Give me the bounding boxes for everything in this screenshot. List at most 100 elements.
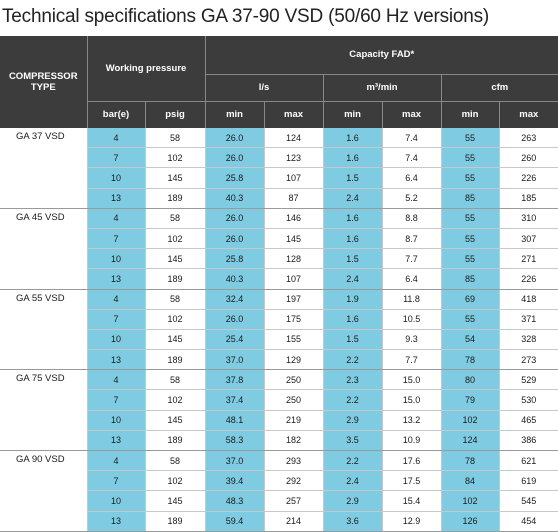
ls-min-cell: 26.0: [204, 208, 265, 229]
cfm-max-cell: 371: [498, 309, 558, 330]
cfm-max-cell: 530: [498, 389, 558, 411]
m3min-min-cell: 2.9: [322, 490, 383, 512]
ls-min-cell: 26.0: [204, 128, 265, 149]
cfm-min-cell: 124: [440, 430, 500, 452]
table-row: 10 145 25.4 155 1.5 9.3 54 328: [0, 329, 558, 351]
psig-cell: 102: [144, 147, 206, 169]
m3min-max-cell: 7.4: [381, 147, 442, 169]
header-psig: psig: [144, 100, 206, 128]
m3min-min-cell: 2.3: [322, 369, 383, 391]
table-row: GA 45 VSD 4 58 26.0 146 1.6 8.8 55 310: [0, 208, 558, 290]
ls-min-cell: 25.8: [204, 167, 265, 189]
page-title: Technical specifications GA 37-90 VSD (5…: [2, 6, 490, 27]
header-ls-max: max: [263, 100, 324, 128]
ls-min-cell: 25.4: [204, 329, 265, 351]
bar-cell: 7: [86, 309, 145, 330]
ls-min-cell: 59.4: [204, 511, 265, 532]
cfm-max-cell: 310: [498, 208, 558, 229]
cfm-max-cell: 465: [498, 410, 558, 431]
ls-min-cell: 37.0: [204, 349, 265, 371]
cfm-max-cell: 386: [498, 430, 558, 452]
cfm-min-cell: 55: [440, 128, 500, 149]
psig-cell: 58: [144, 450, 206, 472]
bar-cell: 10: [86, 490, 145, 512]
m3min-max-cell: 7.7: [381, 248, 442, 270]
ls-min-cell: 39.4: [204, 470, 265, 492]
cfm-max-cell: 226: [498, 268, 558, 290]
bar-cell: 13: [86, 511, 145, 532]
ls-max-cell: 197: [263, 289, 324, 310]
psig-cell: 102: [144, 389, 206, 411]
table-row: 7 102 26.0 145 1.6 8.7 55 307: [0, 228, 558, 250]
bar-cell: 7: [86, 228, 145, 250]
table-row: 13 189 37.0 129 2.2 7.7 78 273: [0, 349, 558, 371]
cfm-max-cell: 185: [498, 188, 558, 209]
ls-max-cell: 128: [263, 248, 324, 270]
ls-max-cell: 250: [263, 369, 324, 391]
cfm-min-cell: 80: [440, 369, 500, 391]
cfm-max-cell: 545: [498, 490, 558, 512]
ls-min-cell: 26.0: [204, 309, 265, 330]
psig-cell: 58: [144, 208, 206, 229]
header-ls-min: min: [204, 100, 265, 128]
m3min-min-cell: 1.6: [322, 208, 383, 229]
m3min-max-cell: 7.4: [381, 128, 442, 149]
ls-min-cell: 40.3: [204, 268, 265, 290]
cfm-min-cell: 126: [440, 511, 500, 532]
table-row: 10 145 48.1 219 2.9 13.2 102 465: [0, 410, 558, 431]
spec-table: COMPRESSOR TYPE Working pressure Capacit…: [0, 36, 558, 532]
m3min-min-cell: 1.6: [322, 147, 383, 169]
m3min-max-cell: 8.7: [381, 228, 442, 250]
m3min-max-cell: 7.7: [381, 349, 442, 371]
ls-min-cell: 40.3: [204, 188, 265, 209]
psig-cell: 58: [144, 128, 206, 149]
header-m3min-max: max: [381, 100, 442, 128]
m3min-max-cell: 12.9: [381, 511, 442, 532]
header-cfm: cfm: [440, 73, 558, 101]
cfm-min-cell: 78: [440, 450, 500, 472]
cfm-min-cell: 79: [440, 389, 500, 411]
ls-max-cell: 257: [263, 490, 324, 512]
psig-cell: 189: [144, 511, 206, 532]
cfm-max-cell: 307: [498, 228, 558, 250]
ls-min-cell: 58.3: [204, 430, 265, 452]
table-row: 7 102 26.0 123 1.6 7.4 55 260: [0, 147, 558, 169]
m3min-max-cell: 11.8: [381, 289, 442, 310]
psig-cell: 102: [144, 228, 206, 250]
bar-cell: 4: [86, 128, 145, 149]
cfm-max-cell: 529: [498, 369, 558, 391]
cfm-max-cell: 271: [498, 248, 558, 270]
m3min-max-cell: 9.3: [381, 329, 442, 351]
ls-min-cell: 26.0: [204, 147, 265, 169]
m3min-max-cell: 15.0: [381, 389, 442, 411]
table-row: 13 189 40.3 107 2.4 6.4 85 226: [0, 268, 558, 290]
table-row: GA 55 VSD 4 58 32.4 197 1.9 11.8 69 418: [0, 289, 558, 371]
cfm-max-cell: 263: [498, 128, 558, 149]
m3min-max-cell: 8.8: [381, 208, 442, 229]
m3min-min-cell: 2.4: [322, 268, 383, 290]
cfm-min-cell: 85: [440, 268, 500, 290]
m3min-min-cell: 3.5: [322, 430, 383, 452]
ls-max-cell: 219: [263, 410, 324, 431]
bar-cell: 13: [86, 430, 145, 452]
cfm-min-cell: 84: [440, 470, 500, 492]
m3min-min-cell: 2.9: [322, 410, 383, 431]
cfm-min-cell: 54: [440, 329, 500, 351]
ls-max-cell: 250: [263, 389, 324, 411]
psig-cell: 145: [144, 410, 206, 431]
m3min-min-cell: 2.4: [322, 470, 383, 492]
ls-max-cell: 124: [263, 128, 324, 149]
bar-cell: 10: [86, 329, 145, 351]
table-row: GA 37 VSD 4 58 26.0 124 1.6 7.4 55 263: [0, 128, 558, 209]
ls-min-cell: 32.4: [204, 289, 265, 310]
psig-cell: 145: [144, 490, 206, 512]
table-row: 7 102 39.4 292 2.4 17.5 84 619: [0, 470, 558, 492]
cfm-min-cell: 55: [440, 248, 500, 270]
ls-max-cell: 129: [263, 349, 324, 371]
psig-cell: 58: [144, 369, 206, 391]
cfm-max-cell: 619: [498, 470, 558, 492]
ls-min-cell: 37.0: [204, 450, 265, 472]
m3min-min-cell: 1.6: [322, 309, 383, 330]
psig-cell: 58: [144, 289, 206, 310]
cfm-max-cell: 621: [498, 450, 558, 472]
